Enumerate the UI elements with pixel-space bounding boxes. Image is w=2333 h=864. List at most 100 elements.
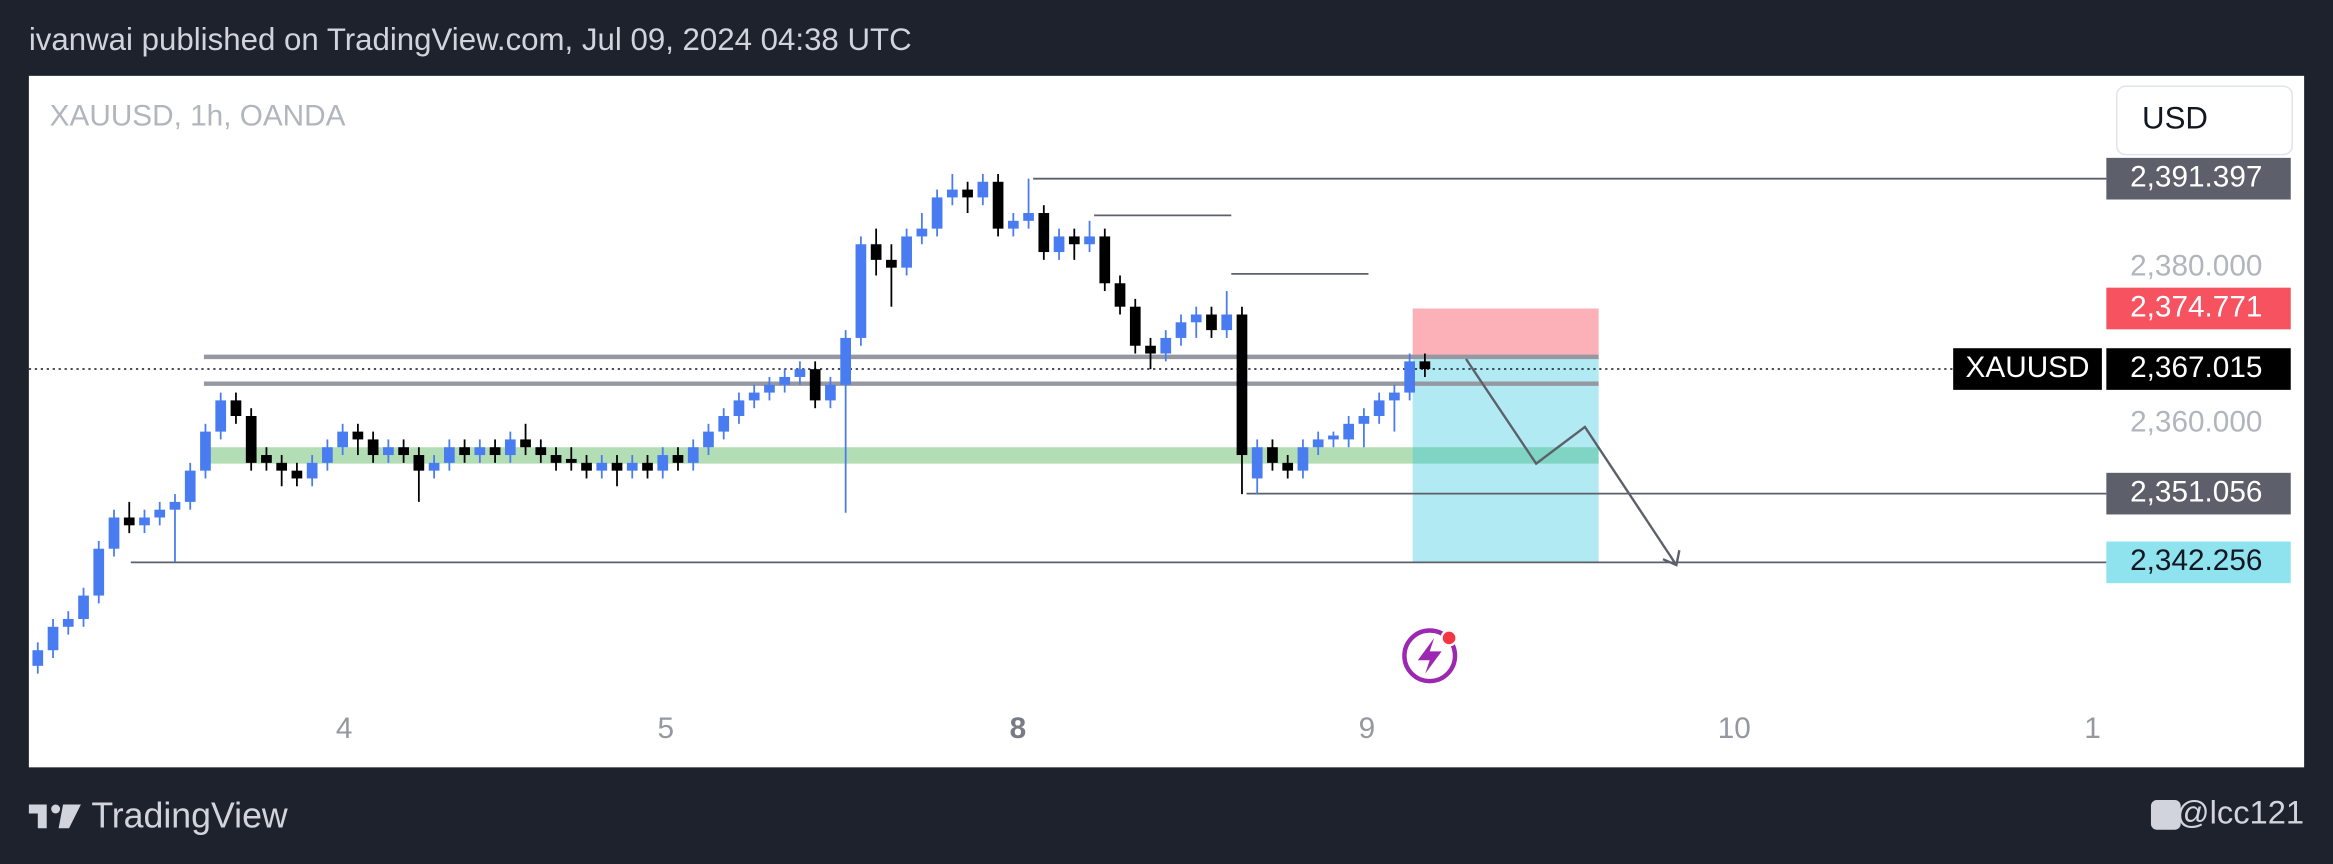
alert-bolt bbox=[1417, 637, 1442, 674]
candle-body bbox=[642, 462, 653, 471]
candle-body bbox=[1236, 314, 1248, 456]
candle-body bbox=[459, 447, 470, 456]
candle-body bbox=[322, 447, 333, 463]
candle-body bbox=[962, 189, 973, 198]
candle-body bbox=[1206, 314, 1217, 331]
candle-body bbox=[1038, 213, 1050, 253]
candle-body bbox=[154, 509, 166, 518]
currency-button[interactable] bbox=[2116, 85, 2293, 156]
candle-body bbox=[1419, 361, 1431, 370]
candle-body bbox=[626, 462, 638, 471]
x-tick-label: 5 bbox=[658, 712, 675, 745]
candle-body bbox=[687, 447, 699, 463]
candle-body bbox=[764, 384, 775, 393]
price-label-box bbox=[2106, 287, 2291, 330]
candle-body bbox=[809, 369, 821, 401]
candle-body bbox=[1282, 462, 1294, 471]
x-tick-label: 8 bbox=[1010, 712, 1027, 745]
candle-body bbox=[611, 462, 623, 471]
price-label: 2,351.056 bbox=[2130, 475, 2262, 508]
candle-body bbox=[1404, 361, 1415, 393]
candle-body bbox=[1068, 236, 1080, 245]
candle-body bbox=[870, 244, 882, 260]
logo-part bbox=[28, 804, 47, 829]
candle-body bbox=[123, 517, 135, 526]
symbol-label: XAUUSD bbox=[1966, 351, 2090, 384]
candle-body bbox=[718, 416, 730, 432]
arrow-head bbox=[1662, 550, 1681, 567]
candle-body bbox=[1175, 322, 1187, 338]
candle-body bbox=[383, 447, 394, 456]
candle-body bbox=[901, 236, 912, 268]
candle-body bbox=[1297, 447, 1309, 471]
publish-info: ivanwai published on TradingView.com, Ju… bbox=[29, 22, 912, 57]
x-tick-label: 9 bbox=[1359, 712, 1376, 745]
candle-body bbox=[489, 447, 501, 456]
stop-zone bbox=[1412, 308, 1599, 357]
candle-body bbox=[47, 626, 59, 651]
candle-body bbox=[352, 431, 364, 440]
price-label: 2,342.256 bbox=[2130, 544, 2262, 577]
price-label: 2,391.397 bbox=[2130, 161, 2262, 194]
candle-body bbox=[261, 455, 272, 463]
candle-body bbox=[443, 447, 455, 463]
candle-body bbox=[550, 455, 562, 463]
candle-body bbox=[672, 455, 684, 463]
candle-body bbox=[245, 416, 257, 463]
projection-path bbox=[1465, 358, 1678, 566]
price-label-box bbox=[2106, 472, 2291, 515]
candle-body bbox=[825, 384, 836, 401]
candle-body bbox=[1267, 447, 1278, 463]
alert-icon[interactable] bbox=[1402, 628, 1458, 684]
candle-body bbox=[703, 431, 714, 448]
candle-body bbox=[1145, 345, 1156, 354]
candle-body bbox=[748, 392, 760, 401]
candle-body bbox=[504, 439, 516, 456]
candle-body bbox=[657, 455, 669, 471]
candle-body bbox=[1099, 236, 1111, 284]
candle-body bbox=[1328, 435, 1339, 440]
price-label: 2,374.771 bbox=[2130, 290, 2262, 323]
price-label-box bbox=[2106, 541, 2291, 584]
candle-body bbox=[428, 462, 440, 471]
candle-body bbox=[230, 400, 242, 417]
candle-body bbox=[413, 455, 425, 471]
candle-body bbox=[520, 439, 531, 448]
candle-body bbox=[139, 517, 150, 526]
target-zone bbox=[1412, 356, 1599, 563]
x-tick-label: 1 bbox=[2084, 712, 2101, 745]
candle-body bbox=[1190, 314, 1202, 323]
candle-body bbox=[916, 228, 928, 237]
candle-body bbox=[108, 517, 120, 549]
candle-body bbox=[398, 447, 409, 456]
x-tick-label: 4 bbox=[336, 712, 353, 745]
candle-body bbox=[78, 595, 89, 619]
candle-body bbox=[840, 337, 852, 385]
footer-author: @lcc121 bbox=[2176, 794, 2304, 831]
alert-ring bbox=[1402, 628, 1458, 684]
price-label-box bbox=[2106, 157, 2291, 200]
chart-pane bbox=[28, 75, 2305, 768]
price-label-box bbox=[2106, 348, 2291, 390]
symbol-legend: XAUUSD, 1h, OANDA bbox=[50, 99, 346, 132]
candle-body bbox=[1312, 439, 1324, 448]
candle-body bbox=[215, 400, 227, 432]
candle-body bbox=[886, 259, 897, 268]
candle-body bbox=[992, 181, 1004, 229]
footer-brand: TradingView bbox=[91, 795, 288, 835]
currency-label[interactable]: USD bbox=[2142, 101, 2208, 136]
candle-body bbox=[596, 462, 608, 471]
candle-body bbox=[581, 462, 592, 471]
candle-body bbox=[276, 462, 288, 471]
symbol-label-box bbox=[1953, 348, 2102, 390]
candle-body bbox=[1389, 392, 1400, 401]
candle-body bbox=[1343, 423, 1355, 440]
candle-body bbox=[947, 189, 958, 198]
footer-logo bbox=[28, 804, 81, 829]
candle-body bbox=[169, 501, 181, 510]
candle-body bbox=[1373, 400, 1385, 417]
candle-body bbox=[291, 470, 303, 479]
facebook-icon bbox=[2150, 800, 2181, 830]
